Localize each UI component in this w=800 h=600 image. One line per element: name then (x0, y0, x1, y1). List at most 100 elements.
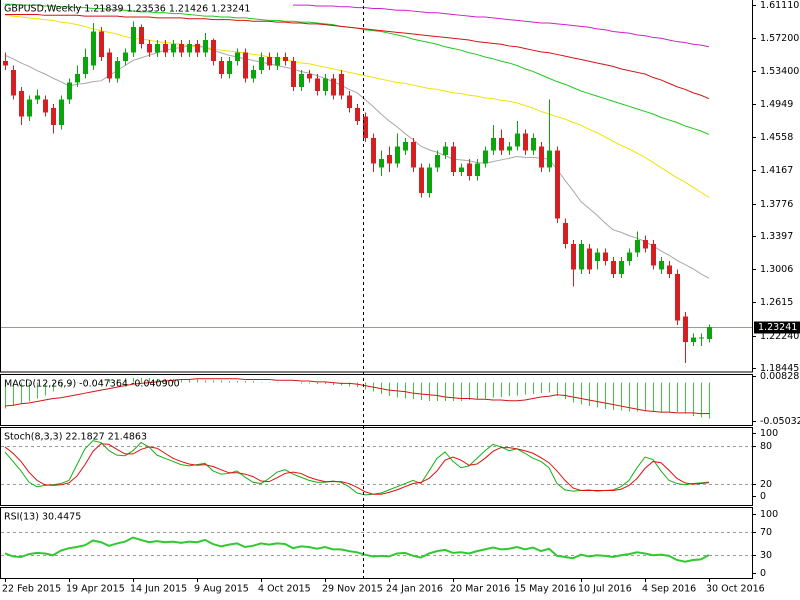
candle-body (523, 133, 528, 151)
candle-body (59, 99, 64, 126)
candle-body (227, 61, 232, 75)
candle-body (603, 252, 608, 262)
candle-body (595, 252, 600, 262)
y-tick-label: 1.4949 (760, 99, 793, 110)
candle-body (147, 44, 152, 53)
y-tick-label: 1.18445 (760, 363, 799, 374)
panel-title: RSI(13) 30.4475 (4, 512, 81, 523)
panel-frame (0, 427, 753, 506)
x-tick-label: 29 Nov 2015 (322, 584, 383, 595)
y-tick-label: 70 (760, 527, 772, 538)
candle-body (611, 261, 616, 274)
y-tick-label: 1.3397 (760, 231, 793, 242)
y-tick-label: 1.3776 (760, 199, 793, 210)
candle-body (363, 116, 368, 138)
candle-body (459, 167, 464, 172)
y-tick-label: 20 (760, 479, 772, 490)
candle-body (123, 52, 128, 62)
y-tick-label: -0.050323 (760, 416, 800, 427)
candle-body (427, 167, 432, 194)
candle-body (627, 252, 632, 262)
panel-title: MACD(12,26,9) -0.047364 -0.040900 (4, 379, 180, 390)
candle-body (11, 69, 16, 96)
indicator-line (4, 378, 710, 415)
x-tick-label: 9 Aug 2015 (194, 584, 249, 595)
candle-body (371, 137, 376, 164)
x-tick-label: 30 Oct 2016 (706, 584, 765, 595)
candle-body (203, 39, 208, 53)
y-tick-label: 1.4167 (760, 165, 793, 176)
candle-body (3, 61, 8, 66)
candle-body (243, 52, 248, 79)
candle-body (675, 273, 680, 321)
candle-body (419, 167, 424, 194)
x-tick-label: 22 Feb 2015 (2, 584, 61, 595)
candle-body (83, 56, 88, 75)
candle-body (547, 150, 552, 168)
candle-body (579, 244, 584, 270)
candle-body (491, 137, 496, 151)
candle-body (251, 69, 256, 79)
x-tick-label: 19 Apr 2015 (66, 584, 125, 595)
candle-body (507, 146, 512, 151)
candle-body (179, 44, 184, 53)
candle-body (379, 159, 384, 168)
x-tick-label: 4 Sep 2016 (642, 584, 696, 595)
y-tick-label: 100 (760, 509, 778, 520)
candle-body (651, 244, 656, 266)
y-tick-label: 1.2615 (760, 297, 793, 308)
candle-body (283, 56, 288, 62)
candle-body (275, 56, 280, 66)
candle-body (531, 137, 536, 151)
candle-body (643, 239, 648, 249)
x-tick-label: 10 Jul 2016 (578, 584, 632, 595)
candle-body (467, 163, 472, 177)
candle-body (171, 44, 176, 53)
indicator-line (293, 4, 710, 48)
candle-body (387, 154, 392, 164)
y-tick-label: 1.61110 (760, 0, 799, 11)
candle-body (131, 27, 136, 53)
candle-body (355, 108, 360, 121)
candle-body (291, 61, 296, 87)
y-tick-label: 100 (760, 428, 778, 439)
candle-body (707, 327, 712, 340)
candle-body (267, 56, 272, 66)
candle-body (563, 222, 568, 245)
candle-body (323, 78, 328, 92)
candle-body (515, 133, 520, 147)
candle-body (683, 316, 688, 342)
marks-layer (3, 3, 712, 563)
candle-body (163, 44, 168, 53)
y-tick-label: 1.3006 (760, 264, 793, 275)
y-tick-label: 0.008282 (760, 371, 800, 382)
x-tick-label: 20 Mar 2016 (450, 584, 510, 595)
candle-body (483, 150, 488, 164)
x-tick-label: 4 Oct 2015 (258, 584, 311, 595)
candle-body (27, 99, 32, 117)
candle-body (699, 337, 704, 339)
candle-body (499, 137, 504, 151)
y-tick-label: 80 (760, 441, 772, 452)
indicator-line (4, 14, 710, 198)
y-tick-label: 1.53400 (760, 66, 799, 77)
candle-body (299, 74, 304, 87)
candle-body (587, 248, 592, 270)
y-tick-label: 1.22240 (760, 331, 799, 342)
x-tick-label: 15 May 2016 (514, 584, 576, 595)
candle-body (411, 142, 416, 168)
x-tick-label: 24 Jan 2016 (386, 584, 443, 595)
candle-body (51, 108, 56, 126)
y-tick-label: 1.57200 (760, 33, 799, 44)
candle-body (187, 44, 192, 53)
candle-body (139, 27, 144, 45)
price-label: 1.23241 (758, 322, 797, 333)
y-tick-label: 0 (760, 568, 766, 579)
candle-body (339, 74, 344, 96)
candle-body (155, 44, 160, 53)
candle-body (691, 337, 696, 342)
y-tick-label: 0 (760, 491, 766, 502)
candle-body (659, 261, 664, 270)
candle-body (19, 91, 24, 117)
